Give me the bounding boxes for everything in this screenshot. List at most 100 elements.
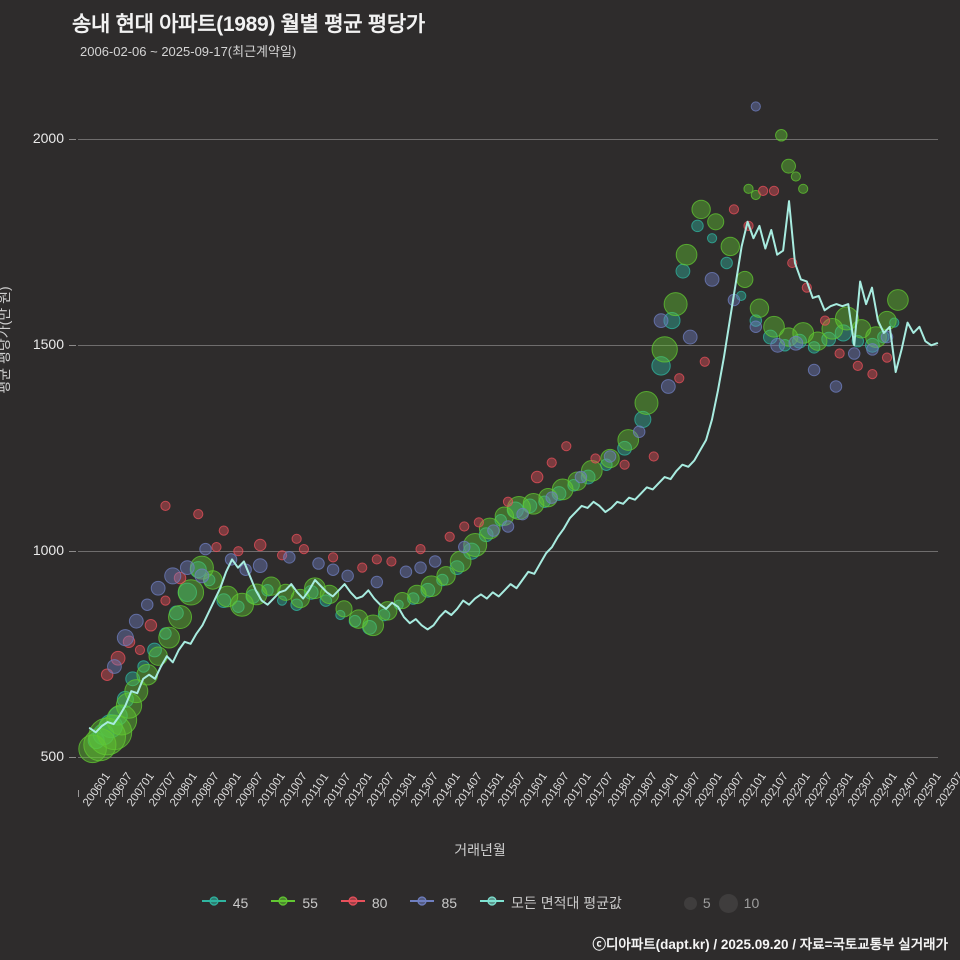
data-point (199, 542, 212, 556)
data-point (124, 679, 149, 704)
data-point (458, 540, 471, 554)
x-axis-tick-mark (121, 790, 123, 797)
data-point (128, 613, 144, 629)
data-point (116, 629, 134, 647)
x-axis-tick-mark (340, 790, 342, 797)
data-point (158, 626, 180, 649)
legend-marker-icon (270, 894, 296, 912)
data-point (473, 517, 484, 528)
data-point (290, 588, 310, 609)
data-point (834, 306, 859, 331)
legend-size-10: 10 (718, 893, 759, 913)
data-point (545, 491, 558, 504)
data-point (211, 541, 222, 553)
legend-item-모든 면적대 평균값[interactable]: 모든 면적대 평균값 (479, 893, 622, 913)
data-point (327, 552, 339, 563)
data-point (648, 451, 659, 462)
data-point (428, 555, 442, 568)
legend-size-group: 5 10 (683, 893, 759, 913)
legend-item-80[interactable]: 80 (340, 894, 388, 912)
gridline (78, 551, 938, 553)
data-point (436, 566, 456, 586)
x-axis-tick-mark (362, 790, 364, 797)
data-point (788, 335, 804, 351)
data-point (232, 600, 245, 614)
data-point (326, 563, 340, 576)
legend-series-group: 45 55 80 85 모든 면적대 평균값 (201, 893, 622, 913)
data-point (865, 337, 880, 353)
y-axis-tick-label: 2000 (32, 130, 64, 147)
x-axis-tick-mark (755, 790, 757, 797)
x-axis-tick-mark (318, 790, 320, 797)
data-point (704, 272, 720, 287)
data-point (107, 659, 122, 674)
data-point (137, 660, 150, 673)
x-axis-tick-mark (405, 790, 407, 797)
data-point (663, 292, 688, 317)
data-point (763, 315, 785, 338)
y-axis-tick-label: 1000 (32, 542, 64, 559)
y-axis-tick-mark (69, 757, 76, 759)
x-axis-tick-mark (209, 790, 211, 797)
x-axis-tick-mark (252, 790, 254, 797)
x-axis-tick-mark (537, 790, 539, 797)
data-point (807, 363, 821, 377)
data-point (399, 565, 413, 579)
data-point (341, 569, 354, 583)
data-point (834, 348, 845, 359)
data-point (790, 171, 801, 182)
x-axis-ticks: 200601 200607 200701 200707 200801 200807 2009… (78, 771, 960, 850)
legend-label: 80 (371, 895, 388, 911)
data-point (660, 379, 676, 394)
data-point (252, 558, 268, 573)
data-point (160, 500, 171, 511)
x-axis-tick-mark (449, 790, 451, 797)
data-point (634, 390, 659, 415)
legend-item-45[interactable]: 45 (201, 894, 249, 912)
legend-item-55[interactable]: 55 (270, 894, 318, 912)
data-point (516, 507, 529, 521)
data-point (370, 575, 384, 589)
data-point (335, 609, 346, 621)
data-point (651, 356, 671, 376)
data-point (291, 533, 302, 544)
data-point (829, 380, 843, 393)
legend-label: 85 (441, 895, 458, 911)
x-axis-tick-mark (690, 790, 692, 797)
data-point (164, 567, 182, 585)
data-point (463, 533, 488, 557)
gridline (78, 345, 938, 347)
data-point (150, 580, 166, 596)
data-point (699, 356, 710, 367)
legend-marker-icon (409, 894, 435, 912)
x-axis-tick-mark (886, 790, 888, 797)
data-point (749, 298, 770, 318)
x-axis-tick-mark (99, 790, 101, 797)
data-point (653, 313, 669, 328)
x-axis-tick-mark (78, 790, 79, 797)
data-point (561, 441, 572, 452)
x-axis-tick-mark (908, 790, 910, 797)
data-point (757, 185, 769, 196)
data-point (386, 556, 397, 567)
legend-label: 모든 면적대 평균값 (511, 895, 622, 911)
x-axis-tick-mark (143, 790, 145, 797)
data-point (651, 336, 678, 363)
data-point (312, 557, 325, 570)
series-85 (107, 101, 894, 674)
x-axis-tick-mark (733, 790, 735, 797)
x-axis-tick-mark (231, 790, 233, 797)
plot-area (78, 90, 939, 790)
data-point (218, 525, 229, 536)
legend-label: 55 (302, 895, 318, 911)
legend-item-85[interactable]: 85 (409, 894, 457, 912)
x-axis-label: 거래년월 (454, 842, 506, 858)
data-point (134, 644, 146, 656)
data-point (478, 517, 501, 540)
data-point (808, 331, 828, 351)
footer-credit: ⓒ디아파트(dapt.kr) / 2025.09.20 / 자료=국토교통부 실… (592, 937, 948, 952)
data-point (233, 546, 244, 557)
data-point (253, 538, 267, 552)
legend-label: 45 (232, 895, 249, 911)
